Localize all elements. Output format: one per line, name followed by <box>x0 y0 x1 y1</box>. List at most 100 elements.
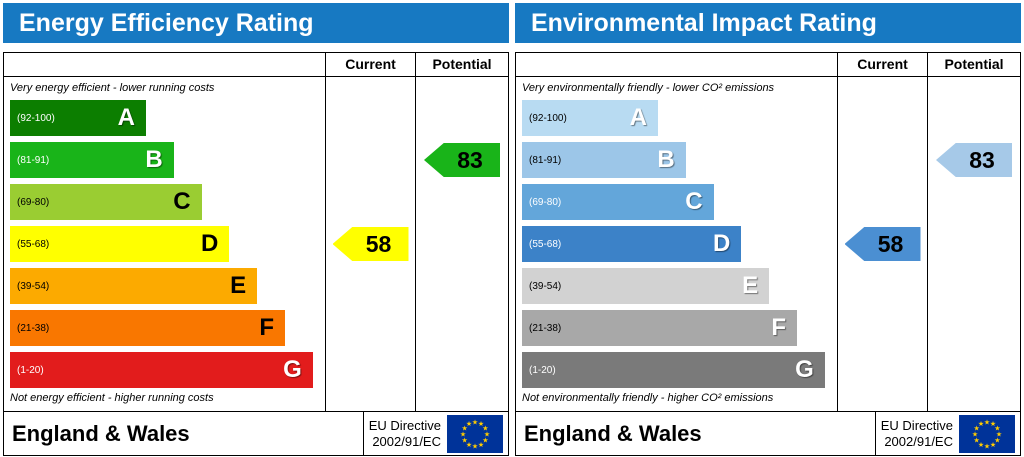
band-row: (55-68) D <box>10 223 319 265</box>
band-f: (21-38) F <box>522 310 797 346</box>
potential-rating-value: 83 <box>457 146 483 173</box>
band-row: (55-68) D <box>522 223 831 265</box>
band-d: (55-68) D <box>10 226 230 262</box>
eu-directive-line2: 2002/91/EC <box>372 433 441 449</box>
band-d: (55-68) D <box>522 226 742 262</box>
potential-rating-value: 83 <box>969 146 995 173</box>
svg-text:★: ★ <box>466 440 472 448</box>
energy-rating-table: Current Potential Very energy efficient … <box>3 52 509 456</box>
band-letter: A <box>629 104 647 131</box>
current-rating-cell: 58 <box>326 77 416 411</box>
eu-directive-line1: EU Directive <box>368 417 441 433</box>
band-scale: Very energy efficient - lower running co… <box>4 77 326 411</box>
band-row: (69-80) C <box>10 181 319 223</box>
band-letter: F <box>259 314 274 341</box>
band-range: (21-38) <box>529 322 562 334</box>
panel-title: Environmental Impact Rating <box>531 9 877 37</box>
header-spacer-cell <box>4 53 326 76</box>
band-range: (1-20) <box>529 364 556 376</box>
eu-directive-text: EU Directive 2002/91/EC <box>369 418 441 449</box>
region-label: England & Wales <box>12 420 190 446</box>
eu-directive-line1: EU Directive <box>880 417 953 433</box>
eu-directive-cell: EU Directive 2002/91/EC ★ ★ ★ ★ ★ ★ ★ ★ ★ ★ ★ ★ <box>874 412 1020 455</box>
band-g: (1-20) G <box>10 352 313 388</box>
svg-text:★: ★ <box>478 440 484 448</box>
band-row: (81-91) B <box>522 139 831 181</box>
band-letter: D <box>201 230 219 257</box>
band-b: (81-91) B <box>522 142 686 178</box>
band-letter: B <box>657 146 675 173</box>
table-footer-row: England & Wales EU Directive 2002/91/EC … <box>516 411 1020 455</box>
band-row: (21-38) F <box>522 307 831 349</box>
band-row: (39-54) E <box>10 265 319 307</box>
energy-efficiency-panel: Energy Efficiency Rating Current Potenti… <box>3 3 509 456</box>
potential-column-header: Potential <box>432 56 492 72</box>
environmental-rating-table: Current Potential Very environmentally f… <box>515 52 1021 456</box>
current-column-header: Current <box>326 53 416 76</box>
svg-text:★: ★ <box>482 436 488 444</box>
band-g: (1-20) G <box>522 352 825 388</box>
band-row: (92-100) A <box>522 97 831 139</box>
eu-directive-text: EU Directive 2002/91/EC <box>881 418 953 449</box>
band-range: (69-80) <box>17 196 50 208</box>
current-rating-arrow: 58 <box>332 227 409 261</box>
environmental-title-bar: Environmental Impact Rating <box>515 3 1021 43</box>
header-spacer-cell <box>516 53 838 76</box>
band-b: (81-91) B <box>10 142 174 178</box>
band-letter: G <box>283 356 302 383</box>
svg-text:★: ★ <box>984 442 990 450</box>
band-c: (69-80) C <box>10 184 202 220</box>
svg-text:★: ★ <box>460 430 466 438</box>
band-range: (81-91) <box>17 154 50 166</box>
table-header-row: Current Potential <box>516 53 1020 77</box>
band-row: (69-80) C <box>522 181 831 223</box>
band-range: (92-100) <box>529 112 567 124</box>
bottom-note: Not environmentally friendly - higher CO… <box>522 392 774 404</box>
eu-flag-icon: ★ ★★★★★★★★★★★ <box>959 414 1015 453</box>
table-body: Very energy efficient - lower running co… <box>4 77 508 411</box>
svg-text:★: ★ <box>978 440 984 448</box>
band-range: (55-68) <box>17 238 50 250</box>
eu-directive-cell: EU Directive 2002/91/EC ★ ★ ★ ★ ★ ★ ★ ★ ★ ★ ★ ★ <box>362 412 508 455</box>
potential-rating-cell: 83 <box>416 77 508 411</box>
svg-text:★: ★ <box>484 430 490 438</box>
band-row: (1-20) G <box>522 349 831 391</box>
svg-text:★: ★ <box>984 418 990 426</box>
band-e: (39-54) E <box>522 268 770 304</box>
svg-text:★: ★ <box>994 436 1000 444</box>
current-rating-arrow: 58 <box>844 227 921 261</box>
band-letter: C <box>685 188 703 215</box>
energy-title-bar: Energy Efficiency Rating <box>3 3 509 43</box>
band-range: (21-38) <box>17 322 50 334</box>
potential-rating-cell: 83 <box>928 77 1020 411</box>
svg-text:★: ★ <box>972 430 978 438</box>
band-e: (39-54) E <box>10 268 258 304</box>
potential-column-header: Potential <box>944 56 1004 72</box>
svg-text:★: ★ <box>990 420 996 428</box>
svg-text:★: ★ <box>994 424 1000 432</box>
band-scale: Very environmentally friendly - lower CO… <box>516 77 838 411</box>
band-f: (21-38) F <box>10 310 285 346</box>
current-column-header: Current <box>838 53 928 76</box>
svg-text:★: ★ <box>461 436 467 444</box>
svg-text:★: ★ <box>472 418 478 426</box>
band-row: (92-100) A <box>10 97 319 139</box>
top-note: Very environmentally friendly - lower CO… <box>522 82 775 94</box>
band-letter: B <box>145 146 163 173</box>
band-letter: D <box>713 230 731 257</box>
svg-text:★: ★ <box>461 424 467 432</box>
current-rating-value: 58 <box>877 230 904 257</box>
svg-text:★: ★ <box>978 420 984 428</box>
svg-text:★: ★ <box>973 436 979 444</box>
band-range: (1-20) <box>17 364 44 376</box>
region-label: England & Wales <box>524 420 702 446</box>
band-a: (92-100) A <box>10 100 146 136</box>
band-letter: F <box>771 314 786 341</box>
eu-flag-icon: ★ ★★★★★★★★★★★ <box>447 414 503 453</box>
band-range: (39-54) <box>529 280 562 292</box>
top-note: Very energy efficient - lower running co… <box>10 82 215 94</box>
panel-title: Energy Efficiency Rating <box>19 9 314 37</box>
svg-text:★: ★ <box>482 424 488 432</box>
bottom-note: Not energy efficient - higher running co… <box>10 392 214 404</box>
